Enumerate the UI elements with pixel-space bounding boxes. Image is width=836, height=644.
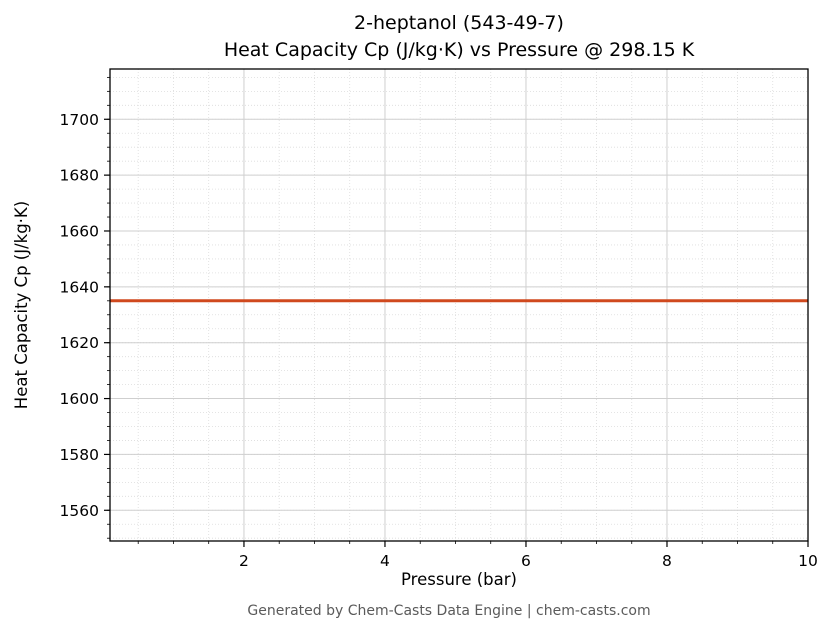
svg-text:1660: 1660 xyxy=(60,222,99,240)
svg-text:2: 2 xyxy=(239,552,249,570)
svg-text:1680: 1680 xyxy=(60,167,99,185)
x-tick-labels: 2 4 6 8 10 xyxy=(239,552,818,570)
svg-text:1700: 1700 xyxy=(60,111,99,129)
svg-text:1560: 1560 xyxy=(60,502,99,520)
major-gridlines xyxy=(110,69,809,541)
tick-marks xyxy=(104,76,809,547)
chart-title-line1: 2-heptanol (543-49-7) xyxy=(354,12,564,34)
axes-frame xyxy=(109,68,809,542)
svg-text:1600: 1600 xyxy=(60,390,99,408)
chart-title: 2-heptanol (543-49-7) Heat Capacity Cp (… xyxy=(110,10,808,64)
svg-text:1580: 1580 xyxy=(60,446,99,464)
svg-text:8: 8 xyxy=(662,552,672,570)
svg-text:6: 6 xyxy=(521,552,531,570)
y-tick-labels: 1560 1580 1600 1620 1640 1660 1680 1700 xyxy=(60,111,99,520)
svg-text:10: 10 xyxy=(798,552,818,570)
svg-text:4: 4 xyxy=(380,552,390,570)
svg-text:1640: 1640 xyxy=(60,278,99,296)
y-axis-label: Heat Capacity Cp (J/kg·K) xyxy=(12,201,31,409)
x-axis-label: Pressure (bar) xyxy=(401,570,517,589)
chart-title-line2: Heat Capacity Cp (J/kg·K) vs Pressure @ … xyxy=(223,38,695,61)
footer-credit: Generated by Chem-Casts Data Engine | ch… xyxy=(247,603,651,619)
svg-text:1620: 1620 xyxy=(60,334,99,352)
minor-gridlines xyxy=(110,69,809,541)
